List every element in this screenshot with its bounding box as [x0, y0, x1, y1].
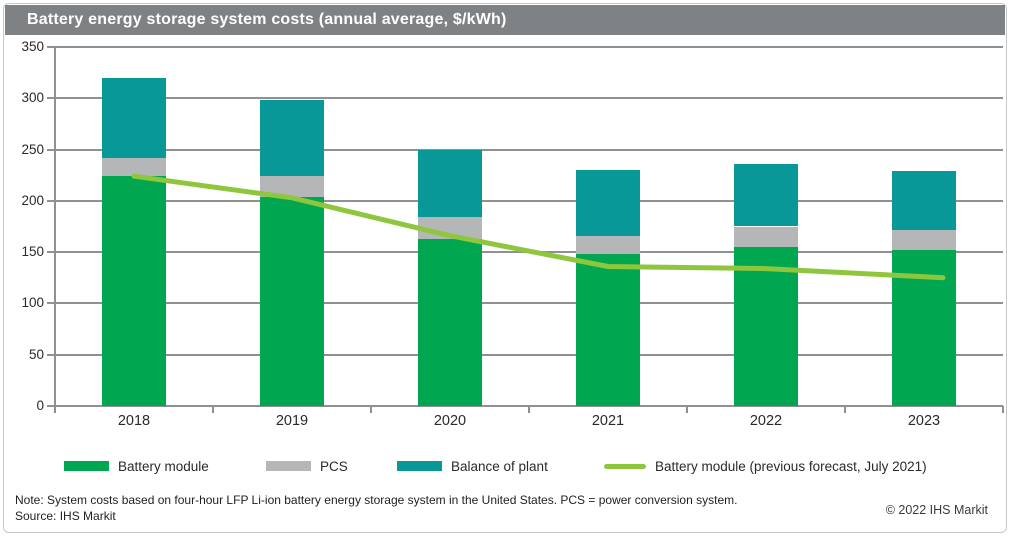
x-axis-label: 2021 — [591, 413, 625, 429]
x-axis-tick — [686, 406, 688, 413]
chart-title-bar: Battery energy storage system costs (ann… — [5, 5, 1005, 35]
x-axis-label: 2022 — [749, 413, 783, 429]
y-axis-tick — [47, 97, 55, 100]
bar-segment-balance-of-plant — [734, 163, 798, 227]
legend-item-pcs: PCS — [266, 456, 348, 476]
legend-swatch-bar-icon — [64, 461, 109, 471]
x-axis-tick — [528, 406, 530, 413]
y-axis-tick — [47, 302, 55, 305]
x-axis-tick — [370, 406, 372, 413]
legend-item-balance-of-plant: Balance of plant — [397, 456, 548, 476]
gridline — [55, 302, 1003, 305]
legend-label: PCS — [320, 458, 348, 474]
note-text: Note: System costs based on four-hour LF… — [15, 493, 738, 507]
x-axis-label: 2019 — [275, 413, 309, 429]
y-axis-tick — [47, 353, 55, 356]
y-tick-label: 100 — [21, 295, 44, 311]
bar-segment-battery-module — [260, 196, 324, 406]
y-tick-label: 50 — [28, 346, 44, 362]
bar-segment-balance-of-plant — [892, 171, 956, 230]
bar-segment-battery-module — [734, 247, 798, 406]
x-axis-label: 2018 — [117, 413, 151, 429]
y-axis-tick — [47, 251, 55, 254]
gridline — [55, 353, 1003, 356]
source-text: Source: IHS Markit — [15, 509, 116, 523]
gridline — [55, 251, 1003, 254]
bar-segment-battery-module — [418, 238, 482, 406]
y-tick-label: 0 — [36, 398, 44, 413]
legend-label: Battery module (previous forecast, July … — [655, 458, 927, 474]
bar-segment-pcs — [102, 157, 166, 177]
gridline — [55, 148, 1003, 151]
gridline — [55, 97, 1003, 100]
x-axis-label: 2023 — [907, 413, 941, 429]
x-axis-label: 2020 — [433, 413, 467, 429]
x-axis-tick — [54, 406, 56, 413]
y-tick-label: 200 — [21, 192, 44, 208]
legend-swatch-bar-icon — [397, 461, 442, 471]
bar-segment-pcs — [734, 226, 798, 247]
bar-segment-balance-of-plant — [576, 170, 640, 236]
y-tick-label: 250 — [21, 141, 44, 157]
bar-segment-balance-of-plant — [102, 77, 166, 158]
x-axis-tick — [212, 406, 214, 413]
bar-segment-pcs — [418, 217, 482, 239]
bar-segment-battery-module — [102, 176, 166, 406]
bar-segment-pcs — [576, 235, 640, 255]
bar-segment-pcs — [892, 229, 956, 251]
x-axis-line — [47, 405, 1003, 407]
legend-item-battery-module-previous-forecast-july-2021: Battery module (previous forecast, July … — [604, 456, 927, 476]
legend-label: Battery module — [118, 458, 209, 474]
y-tick-label: 150 — [21, 244, 44, 260]
chart-title: Battery energy storage system costs (ann… — [27, 11, 507, 28]
legend-item-battery-module: Battery module — [64, 456, 209, 476]
x-axis-tick — [1002, 406, 1004, 413]
bar-segment-pcs — [260, 176, 324, 197]
y-tick-label: 350 — [21, 39, 44, 54]
x-axis-tick — [844, 406, 846, 413]
y-axis-tick — [47, 199, 55, 202]
y-tick-label: 300 — [21, 90, 44, 106]
y-axis-tick — [47, 46, 55, 48]
legend-label: Balance of plant — [451, 458, 548, 474]
bar-segment-battery-module — [892, 250, 956, 406]
legend-swatch-bar-icon — [266, 461, 311, 471]
bar-segment-battery-module — [576, 254, 640, 406]
gridline — [55, 199, 1003, 202]
y-axis-line — [54, 47, 56, 412]
bar-segment-balance-of-plant — [418, 149, 482, 218]
legend-swatch-line-icon — [604, 463, 646, 469]
gridline — [55, 46, 1003, 48]
bar-segment-balance-of-plant — [260, 100, 324, 177]
copyright-text: © 2022 IHS Markit — [885, 503, 988, 517]
y-axis-tick — [47, 148, 55, 151]
